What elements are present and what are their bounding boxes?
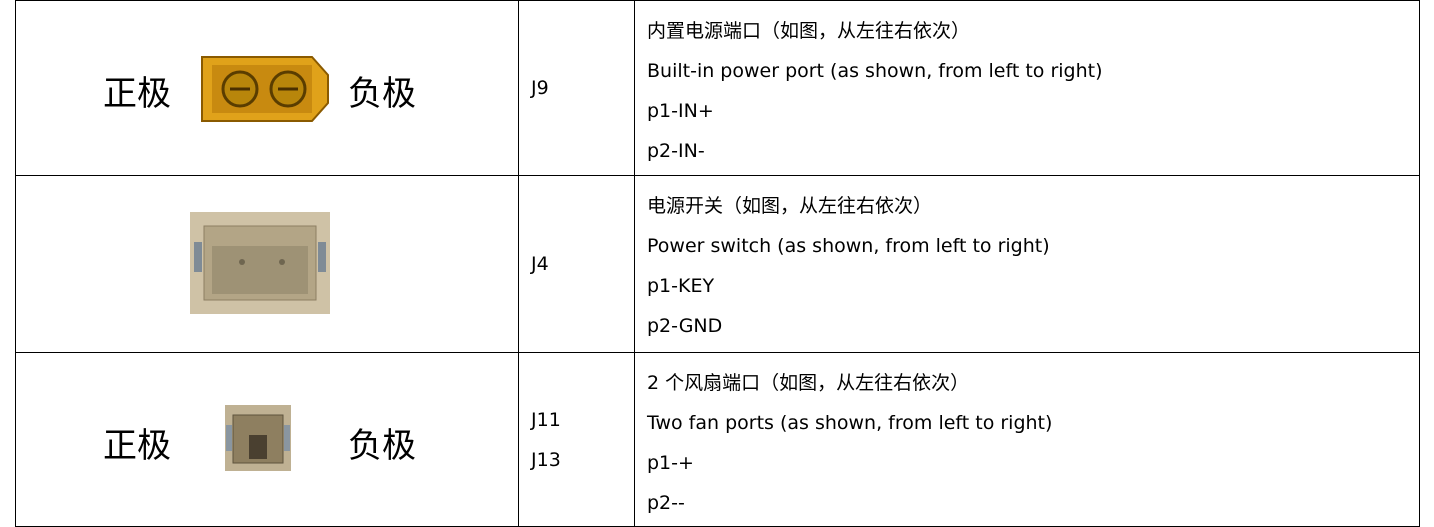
polarity-label: 负极 — [348, 425, 416, 466]
connector-id-cell: J9 — [518, 0, 635, 176]
connector-id-cell: J11 J13 — [518, 352, 635, 527]
connector-id: J13 — [531, 448, 561, 471]
description-line: p1-IN+ — [647, 100, 714, 122]
description-cell: 内置电源端口（如图，从左往右依次） Built-in power port (as… — [634, 0, 1420, 176]
description-line: 2 个风扇端口（如图，从左往右依次） — [647, 372, 970, 394]
description-line: Built-in power port (as shown, from left… — [647, 60, 1103, 82]
description-line: p2-GND — [647, 315, 723, 337]
description-line: p2-IN- — [647, 140, 705, 162]
description-line: 内置电源端口（如图，从左往右依次） — [647, 20, 971, 42]
description-cell: 2 个风扇端口（如图，从左往右依次） Two fan ports (as show… — [634, 352, 1420, 527]
description-line: p2-- — [647, 492, 685, 514]
polarity-label: 正极 — [103, 425, 171, 466]
description-cell: 电源开关（如图，从左往右依次） Power switch (as shown, f… — [634, 175, 1420, 353]
description-line: p1-+ — [647, 452, 694, 474]
connector-id: J9 — [531, 77, 549, 99]
description-line: Two fan ports (as shown, from left to ri… — [647, 412, 1053, 434]
connector-id-cell: J4 — [518, 175, 635, 353]
connector-id: J11 — [531, 408, 561, 431]
polarity-label: 正极 — [103, 74, 171, 114]
fan-connector-image — [225, 405, 291, 471]
polarity-label: 负极 — [348, 74, 416, 114]
description-line: 电源开关（如图，从左往右依次） — [647, 195, 933, 217]
switch-connector-image — [190, 212, 330, 314]
xt-connector-image — [201, 56, 329, 122]
connector-id: J4 — [531, 253, 549, 275]
description-line: Power switch (as shown, from left to rig… — [647, 235, 1050, 257]
description-line: p1-KEY — [647, 275, 715, 297]
